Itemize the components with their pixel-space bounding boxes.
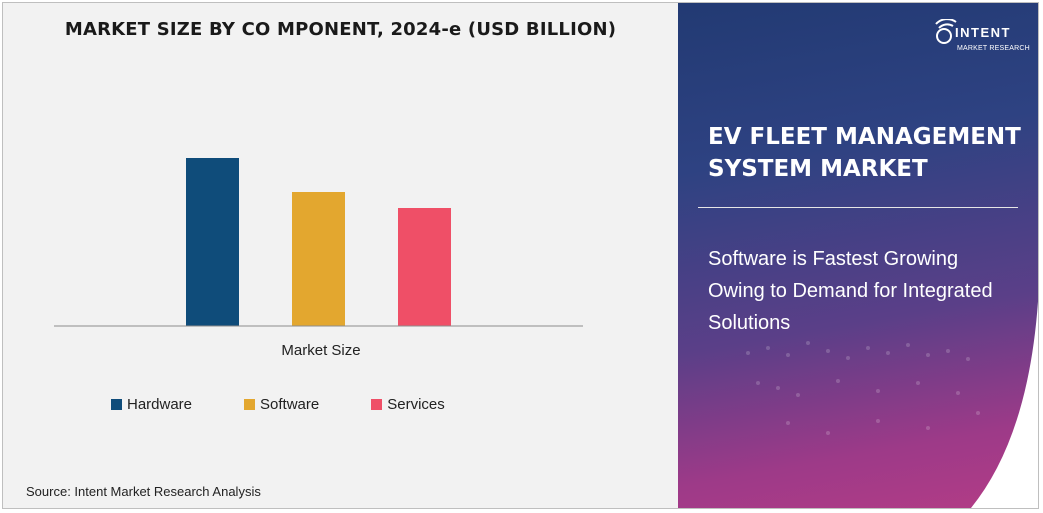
chart-title: MARKET SIZE BY CO MPONENT, 2024-e (USD B… bbox=[64, 19, 617, 40]
x-axis-label: Market Size bbox=[281, 342, 361, 359]
legend-swatch bbox=[244, 398, 256, 410]
legend-swatch bbox=[111, 398, 122, 410]
market-title: EV FLEET MANAGEMENT SYSTEM MARKET bbox=[708, 124, 1021, 182]
signal-globe-icon bbox=[935, 19, 957, 44]
legend-swatch bbox=[371, 398, 383, 410]
bar-software bbox=[292, 192, 345, 326]
legend-item-hardware: Hardware bbox=[111, 396, 192, 413]
summary-panel: INTENT MARKET RESEARCH EV FLEET MANAGEME… bbox=[678, 3, 1038, 508]
chart-legend: Hardware Software Services bbox=[111, 394, 497, 414]
brand-tagline: MARKET RESEARCH bbox=[957, 45, 1030, 52]
legend-item-services: Services bbox=[371, 396, 445, 413]
brand-name: INTENT bbox=[955, 25, 1011, 40]
brand-logo: INTENT MARKET RESEARCH bbox=[933, 15, 1030, 57]
legend-label: Software bbox=[260, 395, 320, 413]
bar-chart bbox=[54, 158, 583, 327]
source-note: Source: Intent Market Research Analysis bbox=[26, 484, 261, 499]
legend-label: Hardware bbox=[127, 395, 193, 413]
divider bbox=[698, 207, 1018, 208]
legend-item-software: Software bbox=[244, 396, 319, 413]
bar-hardware bbox=[186, 158, 239, 326]
key-insight: Software is Fastest Growing Owing to Dem… bbox=[708, 248, 993, 334]
bar-services bbox=[398, 208, 451, 326]
legend-label: Services bbox=[387, 395, 445, 413]
chart-panel: MARKET SIZE BY CO MPONENT, 2024-e (USD B… bbox=[3, 3, 678, 508]
